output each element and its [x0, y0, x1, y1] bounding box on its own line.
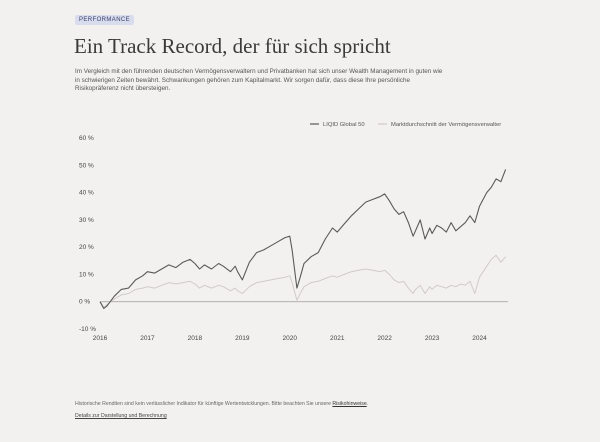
x-tick-label: 2022 [377, 335, 392, 342]
disclaimer: Historische Renditen sind kein verlässli… [75, 401, 368, 407]
x-tick-label: 2019 [235, 335, 250, 342]
x-tick-label: 2016 [93, 335, 108, 342]
x-tick-label: 2018 [188, 335, 203, 342]
y-tick-label: -10 % [79, 326, 96, 333]
y-tick-label: 40 % [79, 190, 94, 197]
disclaimer-text: Historische Renditen sind kein verlässli… [75, 401, 331, 407]
legend-market-average-label: Marktdurchschnitt der Vermögensverwalter [391, 122, 501, 128]
x-tick-label: 2020 [283, 335, 298, 342]
y-tick-label: 0 % [79, 299, 90, 306]
section-badge: PERFORMANCE [75, 15, 135, 25]
risk-notice-link[interactable]: Risikohinweise [332, 401, 367, 407]
disclaimer-end: . [366, 401, 369, 407]
y-tick-label: 60 % [79, 135, 94, 142]
x-tick-label: 2021 [330, 335, 345, 342]
calculation-details-link[interactable]: Details zur Darstellung und Berechnung [75, 413, 167, 419]
y-tick-label: 10 % [79, 271, 94, 278]
legend-liqid-global-50-label: LIQID Global 50 [323, 122, 365, 128]
page-title: Ein Track Record, der für sich spricht [74, 34, 391, 58]
series-line-liqid-global-50 [99, 169, 507, 310]
x-tick-label: 2017 [140, 335, 155, 342]
intro-text: Im Vergleich mit den führenden deutschen… [75, 68, 443, 93]
y-tick-label: 20 % [79, 244, 94, 251]
y-tick-label: 30 % [79, 217, 94, 224]
performance-chart: 60 % 50 % 40 % 30 % 20 % 10 % 0 % -10 % 2016 2017… [79, 122, 508, 342]
x-tick-label: 2023 [425, 335, 440, 342]
series-line-market-average [99, 254, 506, 308]
x-tick-label: 2024 [472, 335, 487, 342]
y-tick-label: 50 % [79, 162, 94, 169]
